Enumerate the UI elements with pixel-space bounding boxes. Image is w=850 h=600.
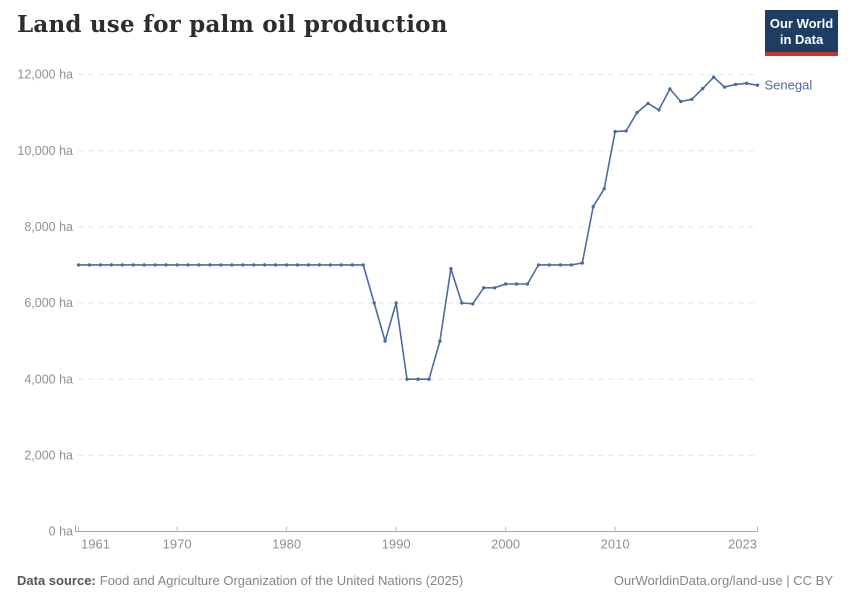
data-point [558,263,563,267]
data-source-text: Food and Agriculture Organization of the… [99,573,464,588]
y-axis-tick-label: 0 ha [49,525,73,539]
data-point [438,339,442,343]
data-point [471,302,475,306]
data-point [547,263,552,267]
data-point [317,263,322,267]
y-axis-tick-label: 4,000 ha [24,372,73,386]
y-axis-tick-label: 6,000 ha [24,296,73,310]
data-point [76,263,81,267]
x-axis-tick-label: 1990 [382,537,411,552]
data-point [273,263,278,267]
data-point [339,263,343,267]
data-point [295,263,300,267]
data-point [142,263,146,267]
data-point [186,263,190,267]
data-point [241,263,245,267]
data-point [580,261,584,265]
data-point [230,263,234,267]
page-title: Land use for palm oil production [17,11,448,38]
data-point [503,282,508,286]
x-axis-tick-label: 2000 [491,537,520,552]
data-point [284,263,289,267]
series-line [77,76,759,381]
data-point [394,301,398,305]
data-point [493,286,497,290]
chart-footer: Data source: Food and Agriculture Organiz… [17,573,833,588]
data-source-label: Data source: [17,573,96,588]
data-point [350,263,354,267]
data-point [328,263,333,267]
owid-logo-line1: Our World [769,16,834,31]
data-point [602,187,606,191]
data-point [87,263,92,267]
data-point [668,87,672,91]
x-axis-tick-label: 2023 [728,537,757,552]
owid-logo-line2: in Data [779,31,824,47]
data-point [306,263,311,267]
data-point [460,301,464,305]
data-point [98,263,103,267]
data-point [569,263,573,267]
data-point [755,83,760,87]
x-axis-tick-label: 1980 [272,537,301,552]
y-axis-tick-label: 10,000 ha [17,144,73,158]
owid-logo-text: Our World in Data [765,10,838,53]
attribution-license-note: OurWorldinData.org/land-use | CC BY [613,573,833,588]
data-point [733,82,738,87]
data-point [646,101,650,106]
data-point [109,263,114,267]
series-entity-label: Senegal [765,78,813,93]
data-point [514,282,519,286]
data-point [536,263,541,267]
data-point [449,267,453,271]
x-axis-tick-label: 2010 [601,537,630,552]
data-point [624,129,628,133]
data-point [482,286,486,290]
data-point [164,263,168,267]
data-point [690,97,694,102]
data-point [219,263,223,267]
x-axis-tick-label: 1970 [163,537,192,552]
y-axis-tick-label: 8,000 ha [24,220,73,234]
data-point [120,263,125,267]
owid-logo: Our World in Data [765,10,838,57]
data-point [591,204,595,209]
data-point [416,377,420,381]
data-point [744,81,749,86]
data-point [657,108,661,112]
y-axis-tick-label: 12,000 ha [17,68,73,82]
data-point [722,85,727,89]
x-axis-tick-label: 1961 [81,537,110,552]
data-point [525,282,530,286]
data-point [263,263,267,267]
line-chart-canvas: 0 ha 2,000 ha 4,000 ha 6,000 ha 8,000 ha 10,0… [17,68,813,552]
data-point [372,301,376,305]
data-point [208,263,212,267]
data-point [701,86,705,91]
data-point [679,99,683,104]
data-source-note: Data source: Food and Agriculture Organiz… [17,573,463,588]
data-point [427,377,431,381]
data-point [383,339,387,343]
data-point [131,263,135,267]
owid-logo-red-bar [765,52,838,57]
data-point [252,263,256,267]
data-point [197,263,201,267]
data-point [153,263,157,267]
data-point [175,263,179,267]
data-point [405,377,409,381]
data-point [635,110,639,115]
data-point [712,75,716,79]
y-axis-tick-label: 2,000 ha [24,449,73,463]
data-point [361,263,365,267]
data-point [613,129,617,134]
